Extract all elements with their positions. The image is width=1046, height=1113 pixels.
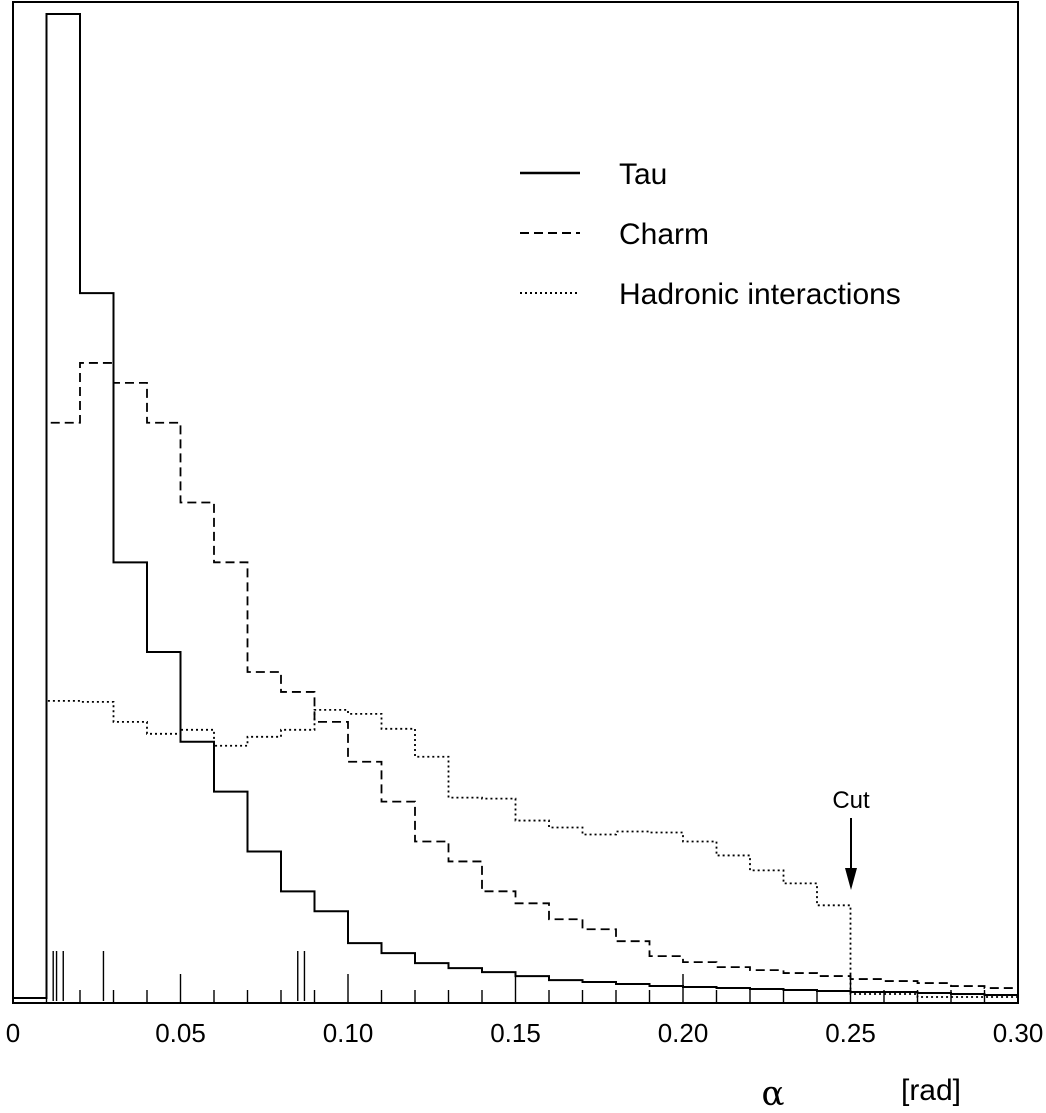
x-axis-unit: [rad] bbox=[901, 1074, 961, 1107]
rug-ticks bbox=[52, 951, 306, 1001]
x-axis-ticks bbox=[12, 974, 1019, 1002]
series-layer bbox=[12, 12, 1019, 1001]
x-tick-label: 0.30 bbox=[993, 1018, 1044, 1048]
cut-annotation: Cut bbox=[832, 787, 870, 890]
series-line-tau bbox=[12, 12, 1019, 1001]
legend-entry: Hadronic interactions bbox=[619, 278, 901, 311]
x-axis-tick-labels: 0 0.05 0.10 0.15 0.20 0.25 0.30 bbox=[6, 1018, 1044, 1048]
legend-entry: Tau bbox=[619, 158, 667, 191]
x-tick-label: 0.25 bbox=[825, 1018, 876, 1048]
x-axis-symbol: α bbox=[762, 1074, 785, 1113]
legend: Tau Charm Hadronic interactions bbox=[520, 158, 901, 311]
annotation-label: Cut bbox=[832, 787, 870, 814]
plot-frame bbox=[12, 1, 1019, 1004]
series-line-hadronic-interactions bbox=[12, 700, 1019, 1001]
x-tick-label: 0 bbox=[6, 1018, 20, 1048]
x-tick-label: 0.05 bbox=[155, 1018, 206, 1048]
x-tick-label: 0.10 bbox=[323, 1018, 374, 1048]
annotation-arrow-head bbox=[845, 868, 857, 890]
series-line-charm bbox=[12, 362, 1019, 1001]
legend-entry: Charm bbox=[619, 218, 709, 251]
x-tick-label: 0.15 bbox=[490, 1018, 541, 1048]
x-tick-label: 0.20 bbox=[658, 1018, 709, 1048]
